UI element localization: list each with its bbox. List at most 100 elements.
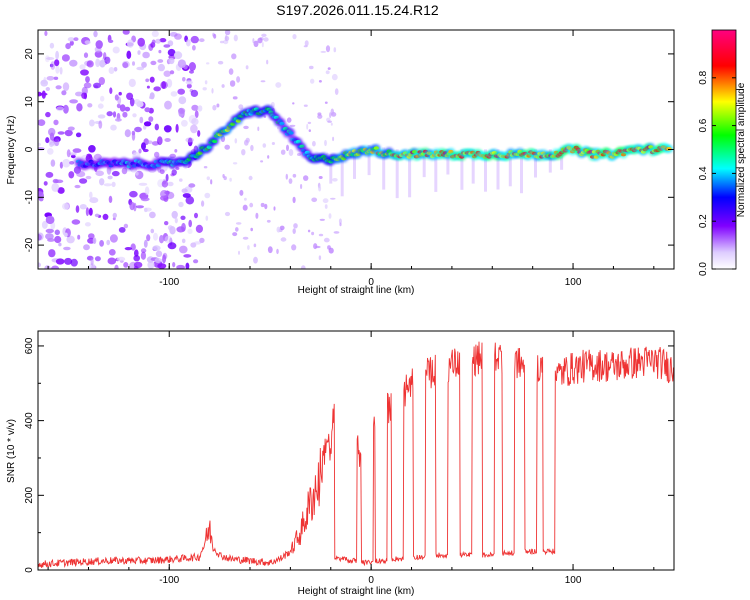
noise-speckle <box>45 215 55 225</box>
ridge-smear <box>382 147 386 190</box>
noise-speckle <box>292 34 297 40</box>
noise-speckle <box>89 197 99 204</box>
noise-speckle <box>191 104 199 111</box>
noise-speckle <box>170 91 178 97</box>
noise-speckle <box>66 235 75 244</box>
noise-speckle <box>132 61 135 66</box>
noise-speckle <box>190 35 199 44</box>
noise-speckle <box>47 148 54 155</box>
noise-speckle <box>121 167 128 175</box>
ridge-smear <box>496 149 500 190</box>
y-tick-label: 0 <box>24 146 35 152</box>
ridge-smear <box>520 149 523 194</box>
noise-speckle <box>273 206 276 211</box>
noise-speckle <box>181 222 186 232</box>
noise-speckle <box>332 136 335 142</box>
ridge-smear <box>446 149 450 175</box>
noise-speckle <box>167 242 177 250</box>
ridge-smear <box>434 149 438 192</box>
noise-speckle <box>154 151 160 158</box>
noise-speckle <box>84 222 91 227</box>
noise-speckle <box>69 152 77 156</box>
noise-speckle <box>236 76 241 83</box>
spectrogram-y-axis: -20 -10 0 10 20 <box>24 48 674 252</box>
noise-speckle <box>135 205 144 209</box>
noise-speckle <box>112 111 117 118</box>
noise-speckle <box>57 187 65 194</box>
ridge-smear <box>548 149 552 173</box>
noise-speckle <box>314 245 321 249</box>
ridge-smear <box>422 149 426 178</box>
noise-speckle <box>303 45 308 48</box>
noise-speckle <box>144 207 148 213</box>
noise-speckle <box>85 76 90 83</box>
noise-speckle <box>70 258 78 267</box>
noise-speckle <box>59 67 63 75</box>
noise-speckle <box>152 245 161 251</box>
colorbar-tick-label: 0.6 <box>698 118 709 132</box>
noise-speckle <box>264 203 268 210</box>
ridge-smear <box>395 149 399 199</box>
colorbar-tick-label: 0.0 <box>698 262 709 276</box>
noise-speckle <box>76 103 83 112</box>
noise-speckle <box>70 154 76 159</box>
noise-speckle <box>310 78 315 84</box>
noise-speckle <box>292 173 297 178</box>
noise-speckle <box>183 254 192 258</box>
spectrogram-y-label: Frequency (Hz) <box>6 116 17 185</box>
noise-speckle <box>177 88 185 95</box>
noise-speckle <box>106 111 113 117</box>
noise-speckle <box>69 161 75 165</box>
noise-speckle <box>107 257 117 265</box>
noise-speckle <box>80 69 89 76</box>
noise-speckle <box>182 193 191 198</box>
noise-speckle <box>103 183 112 187</box>
noise-speckle <box>318 185 322 192</box>
noise-speckle <box>146 85 150 89</box>
noise-speckle <box>97 114 106 119</box>
noise-speckle <box>83 82 92 89</box>
noise-speckle <box>248 175 253 181</box>
noise-speckle <box>177 59 186 68</box>
noise-speckle <box>165 173 169 182</box>
noise-speckle <box>244 197 247 201</box>
noise-speckle <box>228 68 234 75</box>
noise-speckle <box>178 96 187 105</box>
noise-speckle <box>106 239 111 246</box>
noise-speckle <box>213 33 217 39</box>
noise-speckle <box>261 33 267 37</box>
noise-speckle <box>205 215 209 221</box>
noise-speckle <box>174 33 182 40</box>
noise-speckle <box>159 38 167 43</box>
ridge-smear <box>471 149 475 184</box>
noise-speckle <box>181 188 188 193</box>
noise-speckle <box>318 176 323 179</box>
noise-speckle <box>162 254 167 264</box>
noise-speckle <box>164 235 172 244</box>
noise-speckle <box>63 104 69 114</box>
noise-speckle <box>271 142 275 145</box>
noise-speckle <box>89 191 93 199</box>
ridge-core <box>212 139 218 144</box>
noise-speckle <box>136 66 145 71</box>
noise-speckle <box>64 232 68 238</box>
noise-speckle <box>245 65 249 70</box>
noise-speckle <box>69 59 78 67</box>
noise-speckle <box>72 148 82 153</box>
noise-speckle <box>169 226 176 235</box>
noise-speckle <box>45 111 51 118</box>
noise-speckle <box>187 228 193 234</box>
noise-speckle <box>263 115 267 118</box>
noise-speckle <box>308 129 311 133</box>
colorbar-label: Normalized spectral amplitude <box>736 82 747 217</box>
noise-speckle <box>62 82 70 91</box>
noise-speckle <box>75 132 82 138</box>
noise-speckle <box>224 30 231 36</box>
chart-title: S197.2026.011.15.24.R12 <box>276 2 439 18</box>
noise-speckle <box>81 92 87 99</box>
snr-frame <box>37 330 675 571</box>
ridge-smear <box>460 149 464 190</box>
noise-speckle <box>133 255 140 262</box>
noise-speckle <box>98 120 103 129</box>
noise-speckle <box>201 200 205 207</box>
